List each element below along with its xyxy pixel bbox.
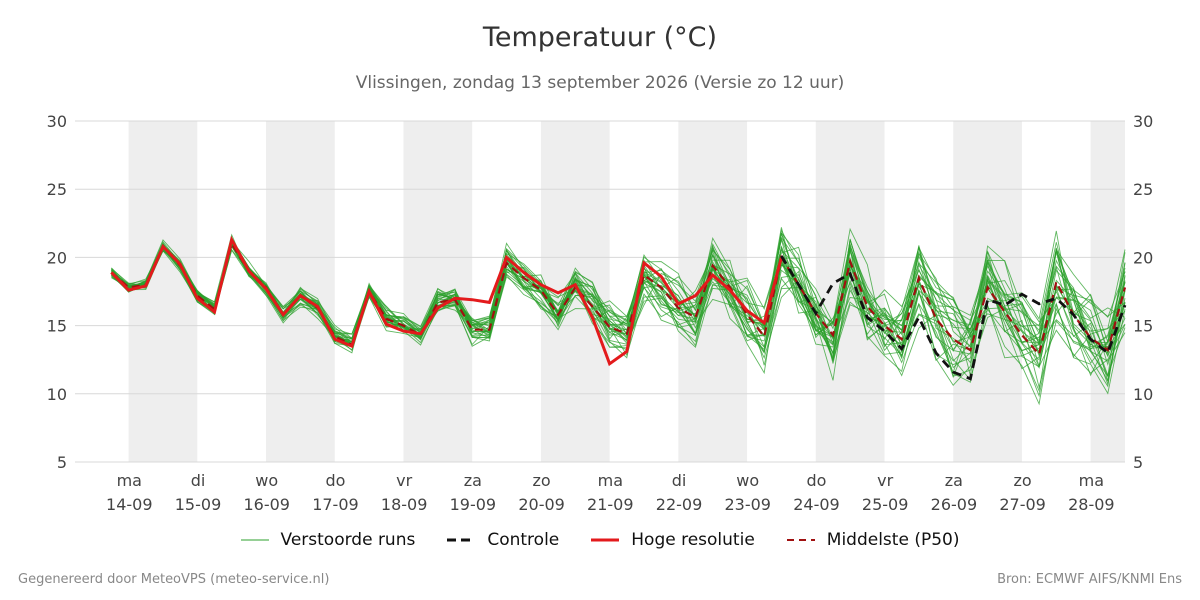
x-tick-date: 26-09: [931, 495, 978, 514]
legend: Verstoorde runs Controle Hoge resolutie …: [0, 530, 1200, 550]
legend-label-hires: Hoge resolutie: [631, 530, 755, 550]
x-tick-day: zo: [532, 471, 550, 490]
control-line: [780, 255, 1127, 381]
x-tick-day: ma: [1079, 471, 1104, 490]
x-tick-date: 14-09: [106, 495, 153, 514]
x-tick-day: wo: [255, 471, 278, 490]
legend-label-control: Controle: [487, 530, 560, 550]
y-tick-label: 30: [47, 112, 67, 131]
x-tick-day: do: [806, 471, 826, 490]
y-tick-label: 5: [57, 453, 67, 472]
x-tick-date: 19-09: [450, 495, 497, 514]
grid-lines: [75, 120, 1125, 463]
footer-generated-by: Gegenereerd door MeteoVPS (meteo-service…: [18, 572, 330, 587]
legend-swatch-median-icon: [786, 539, 815, 541]
x-tick-day: do: [325, 471, 345, 490]
legend-item-control: Controle: [447, 530, 559, 550]
control-series: [780, 255, 1127, 381]
ensemble-member-line: [111, 237, 1126, 358]
x-tick-date: 15-09: [175, 495, 222, 514]
legend-label-median: Middelste (P50): [826, 530, 960, 550]
ensemble-member-line: [111, 231, 1126, 378]
x-tick-day: za: [945, 471, 963, 490]
x-tick-day: zo: [1014, 471, 1032, 490]
y-tick-label: 20: [1133, 248, 1153, 267]
x-tick-day: di: [672, 471, 687, 490]
x-tick-date: 22-09: [656, 495, 703, 514]
y-tick-label: 5: [1133, 453, 1143, 472]
x-tick-day: ma: [598, 471, 623, 490]
x-tick-date: 20-09: [518, 495, 565, 514]
legend-label-ensemble: Verstoorde runs: [280, 530, 416, 550]
x-tick-date: 18-09: [381, 495, 428, 514]
y-tick-label: 25: [1133, 180, 1153, 199]
x-tick-date: 24-09: [793, 495, 840, 514]
legend-item-hires: Hoge resolutie: [591, 530, 755, 550]
legend-swatch-control-icon: [447, 538, 476, 542]
x-tick-day: vr: [877, 471, 893, 490]
x-tick-day: di: [191, 471, 206, 490]
y-axis-right: 5 10 15 20 25 30: [1133, 112, 1153, 472]
chart-subtitle: Vlissingen, zondag 13 september 2026 (Ve…: [355, 73, 845, 93]
chart-title: Temperatuur (°C): [482, 22, 718, 53]
y-axis-left: 5 10 15 20 25 30: [47, 112, 67, 472]
y-tick-label: 20: [47, 248, 67, 267]
legend-item-ensemble: Verstoorde runs: [240, 530, 416, 550]
y-tick-label: 25: [47, 180, 67, 199]
x-tick-date: 27-09: [999, 495, 1046, 514]
x-tick-day: vr: [396, 471, 412, 490]
y-tick-label: 15: [1133, 317, 1153, 336]
day-band: [128, 121, 198, 462]
y-tick-label: 10: [1133, 385, 1153, 404]
legend-item-median: Middelste (P50): [786, 530, 960, 550]
x-tick-day: za: [464, 471, 482, 490]
y-tick-label: 30: [1133, 112, 1153, 131]
x-tick-day: wo: [736, 471, 759, 490]
footer-source: Bron: ECMWF AIFS/KNMI Ens: [997, 572, 1182, 587]
hires-series: [110, 235, 783, 367]
legend-swatch-hires-icon: [591, 538, 620, 542]
y-tick-label: 15: [47, 317, 67, 336]
x-tick-date: 17-09: [312, 495, 359, 514]
ensemble-member-line: [111, 230, 1126, 377]
legend-swatch-ensemble-icon: [240, 539, 269, 541]
x-tick-day: ma: [117, 471, 142, 490]
x-tick-date: 23-09: [724, 495, 771, 514]
y-tick-label: 10: [47, 385, 67, 404]
x-tick-date: 25-09: [862, 495, 909, 514]
x-tick-date: 28-09: [1068, 495, 1115, 514]
weekday-bands: [128, 121, 1125, 462]
x-tick-date: 16-09: [243, 495, 290, 514]
x-tick-date: 21-09: [587, 495, 634, 514]
x-axis: ma 14-09 di 15-09 wo 16-09 do 17-09 vr 18-09 za 19-…: [106, 471, 1115, 514]
hires-line: [110, 235, 783, 367]
